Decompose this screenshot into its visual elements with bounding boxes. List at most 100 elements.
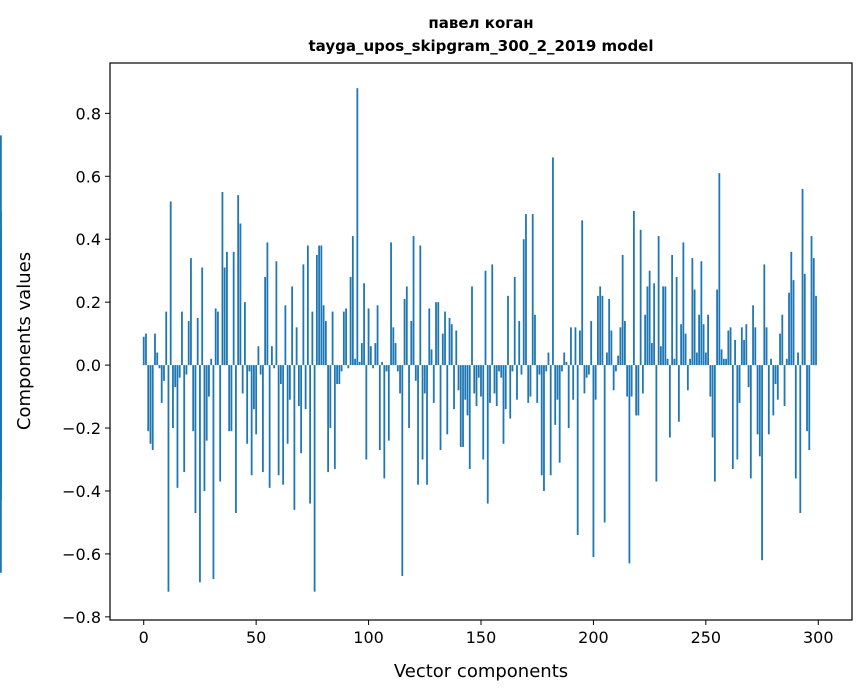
- bar-20: [187, 321, 190, 366]
- bar-121: [414, 365, 417, 381]
- bar-290: [794, 365, 797, 479]
- x-tick-label: 250: [691, 628, 722, 647]
- bar-167: [518, 321, 521, 366]
- bar-254: [713, 365, 716, 482]
- bar-96: [358, 361, 361, 366]
- bar-72: [304, 365, 307, 410]
- bar-84: [331, 311, 334, 366]
- bar-195: [581, 220, 584, 366]
- bar-101: [369, 346, 372, 366]
- bar-282: [776, 365, 779, 400]
- bar-252: [709, 365, 712, 397]
- bar-299: [815, 295, 817, 366]
- bar-150: [480, 365, 482, 397]
- bar-270: [749, 365, 752, 479]
- x-tick-label: 0: [139, 628, 149, 647]
- bar-110: [390, 242, 392, 366]
- bar-151: [482, 365, 485, 460]
- bar-42: [237, 195, 240, 366]
- bar-217: [630, 365, 633, 397]
- bar-106: [381, 361, 383, 366]
- bar-127: [428, 308, 431, 366]
- bar-210: [615, 365, 617, 372]
- bar-86: [336, 365, 338, 384]
- bar-89: [342, 311, 345, 366]
- bar-7: [158, 365, 161, 369]
- bar-0: [142, 336, 145, 366]
- bar-175: [536, 365, 539, 403]
- bar-262: [731, 365, 734, 469]
- bar-117: [405, 286, 408, 366]
- bar-234: [668, 365, 671, 438]
- x-tick-label: 150: [466, 628, 497, 647]
- bar-279: [770, 358, 772, 366]
- bar-181: [549, 365, 552, 476]
- bar-191: [572, 365, 575, 400]
- bar-154: [489, 365, 491, 403]
- bar-132: [439, 365, 442, 451]
- bar-294: [803, 273, 806, 366]
- y-tick-label: −0.6: [62, 545, 101, 564]
- bar-239: [680, 324, 683, 366]
- y-tick-label: −0.8: [62, 608, 101, 627]
- bar-285: [783, 365, 786, 407]
- bar-142: [462, 365, 464, 447]
- bar-226: [650, 343, 653, 366]
- bar-223: [644, 314, 647, 366]
- y-tick-label: 0.6: [76, 167, 101, 186]
- bar-27: [203, 365, 206, 491]
- bar-45: [244, 302, 246, 366]
- bar-133: [441, 333, 444, 366]
- bar-90: [345, 308, 347, 366]
- bar-62: [282, 365, 285, 485]
- bar-198: [588, 365, 590, 375]
- bar-205: [603, 365, 606, 523]
- bar-98: [363, 283, 365, 366]
- bar-60: [277, 365, 280, 476]
- bar-44: [241, 365, 244, 394]
- bar-281: [774, 365, 777, 384]
- bar-204: [601, 295, 604, 366]
- bar-293: [801, 188, 804, 366]
- bar-25: [199, 365, 201, 583]
- bar-102: [372, 365, 374, 369]
- bar-28: [205, 365, 208, 441]
- bar-218: [632, 210, 635, 366]
- bar-172: [529, 365, 532, 397]
- bar-79: [320, 245, 323, 366]
- bar-147: [473, 365, 476, 394]
- bar-273: [756, 365, 759, 435]
- bar-296: [808, 365, 811, 451]
- bar-263: [734, 339, 736, 366]
- bar-170: [525, 214, 527, 366]
- bar-203: [599, 286, 602, 366]
- bar-166: [516, 365, 518, 400]
- bar-178: [543, 365, 545, 491]
- bar-213: [621, 254, 624, 366]
- bar-78: [318, 245, 321, 366]
- bar-160: [502, 365, 505, 444]
- bar-219: [635, 365, 638, 416]
- bar-126: [426, 365, 428, 485]
- bar-67: [293, 365, 296, 510]
- bar-85: [333, 365, 336, 469]
- bar-287: [788, 292, 790, 366]
- bar-3: [149, 365, 152, 444]
- bar-196: [583, 365, 586, 394]
- bar-280: [772, 365, 775, 416]
- bar-115: [401, 365, 404, 576]
- bar-292: [799, 365, 802, 514]
- bar-13: [172, 365, 174, 429]
- bar-75: [311, 311, 314, 366]
- bar-8: [160, 365, 163, 403]
- bar-143: [464, 365, 467, 400]
- bar-100: [367, 308, 370, 366]
- bar-95: [356, 88, 359, 366]
- bar-265: [738, 365, 741, 403]
- bar-11: [167, 365, 170, 592]
- bar-113: [396, 365, 399, 372]
- bar-162: [507, 295, 509, 366]
- y-axis-label: Components values: [14, 252, 35, 430]
- bar-10: [165, 311, 168, 366]
- bar-248: [700, 261, 703, 366]
